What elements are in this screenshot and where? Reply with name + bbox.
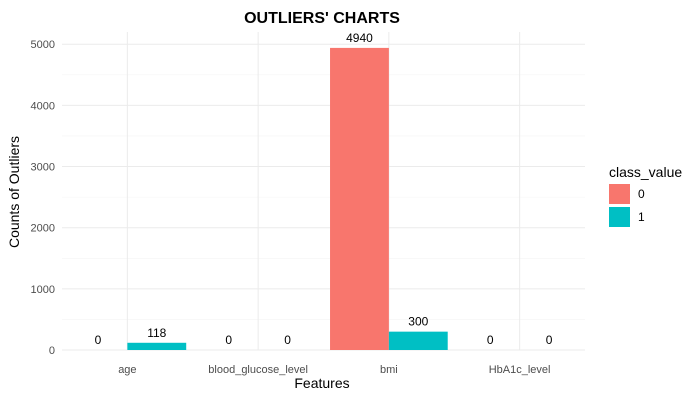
y-tick-label: 1000 bbox=[31, 284, 55, 296]
legend-key bbox=[609, 207, 630, 227]
y-axis-title: Counts of Outliers bbox=[6, 136, 22, 248]
legend-key bbox=[609, 184, 630, 204]
y-tick-label: 2000 bbox=[31, 223, 55, 235]
bars bbox=[127, 47, 448, 351]
y-tick-label: 3000 bbox=[31, 162, 55, 174]
data-label: 0 bbox=[225, 333, 232, 347]
y-tick-label: 0 bbox=[49, 345, 55, 357]
y-tick-label: 5000 bbox=[31, 39, 55, 51]
data-labels: 0 0 4940 0 118 0 300 0 bbox=[95, 31, 553, 347]
y-axis-ticks: 0 1000 2000 3000 4000 5000 bbox=[31, 39, 55, 357]
legend-label: 1 bbox=[638, 210, 645, 224]
chart-title: OUTLIERS' CHARTS bbox=[244, 10, 400, 27]
grid-lines bbox=[62, 32, 585, 351]
bar bbox=[330, 47, 389, 351]
bar bbox=[388, 331, 448, 350]
legend: class_value 0 1 bbox=[609, 164, 682, 227]
data-label: 0 bbox=[546, 333, 553, 347]
x-tick-label: bmi bbox=[380, 364, 398, 376]
data-label: 300 bbox=[408, 315, 428, 329]
bar bbox=[127, 342, 187, 350]
x-axis-ticks: age blood_glucose_level bmi HbA1c_level bbox=[118, 364, 550, 376]
data-label: 4940 bbox=[346, 31, 373, 45]
x-axis-title: Features bbox=[294, 375, 349, 391]
x-tick-label: HbA1c_level bbox=[489, 364, 551, 376]
x-tick-label: age bbox=[118, 364, 136, 376]
data-label: 0 bbox=[95, 333, 102, 347]
data-label: 118 bbox=[147, 326, 166, 340]
data-label: 0 bbox=[487, 333, 494, 347]
legend-label: 0 bbox=[638, 187, 645, 201]
legend-title: class_value bbox=[609, 164, 682, 180]
x-tick-label: blood_glucose_level bbox=[208, 364, 308, 376]
data-label: 0 bbox=[284, 333, 291, 347]
y-tick-label: 4000 bbox=[31, 100, 55, 112]
